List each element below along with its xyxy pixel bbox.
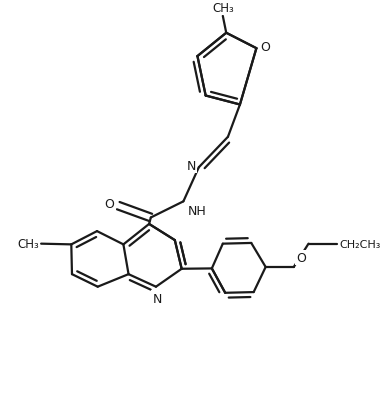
Text: CH₂CH₃: CH₂CH₃: [340, 239, 381, 249]
Text: N: N: [152, 292, 162, 305]
Text: CH₃: CH₃: [17, 238, 39, 251]
Text: CH₃: CH₃: [212, 2, 234, 15]
Text: O: O: [260, 40, 270, 53]
Text: NH: NH: [187, 205, 206, 218]
Text: N: N: [187, 160, 196, 173]
Text: O: O: [297, 252, 307, 264]
Text: O: O: [104, 198, 114, 211]
